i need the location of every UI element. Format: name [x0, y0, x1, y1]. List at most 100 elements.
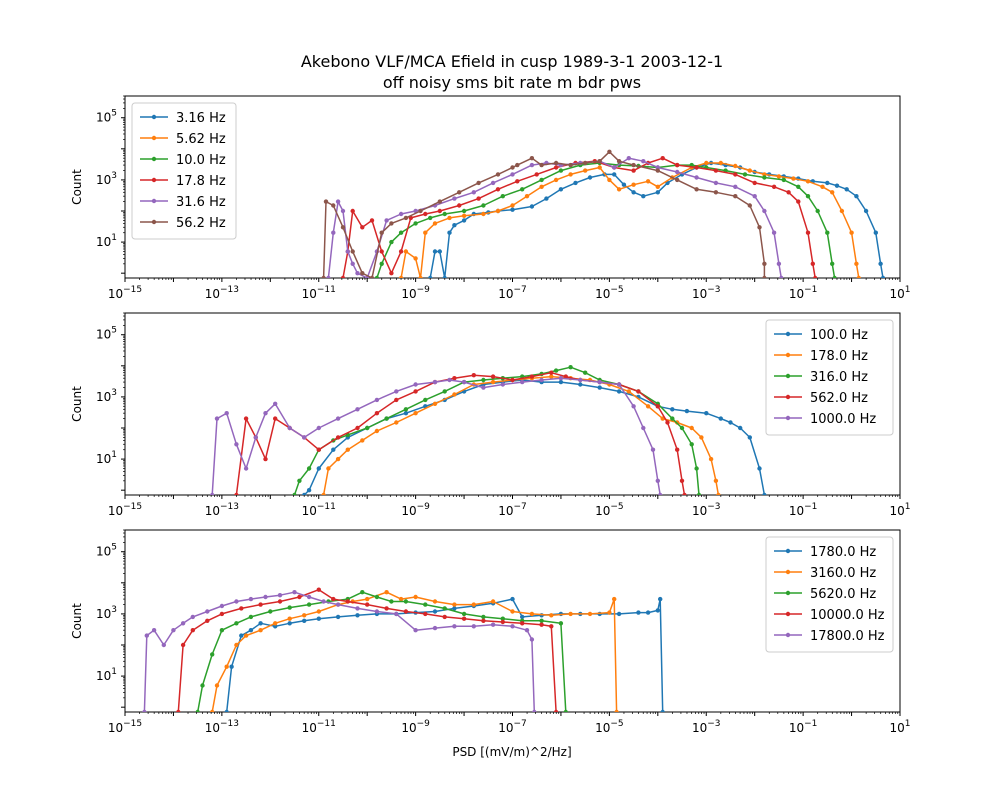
data-point	[510, 624, 515, 629]
y-tick-label: 101	[96, 450, 117, 466]
legend-box	[131, 102, 237, 240]
data-point	[747, 203, 752, 208]
data-point	[306, 602, 312, 607]
legend-label: 56.2 Hz	[176, 216, 226, 231]
data-point	[316, 609, 321, 614]
data-point	[612, 172, 617, 177]
data-point	[558, 187, 564, 192]
data-point	[248, 628, 254, 633]
y-axis-label: Count	[70, 169, 84, 205]
data-point	[825, 230, 830, 235]
data-point	[532, 709, 537, 712]
x-tick-label: 10−15	[108, 285, 142, 301]
data-point	[326, 466, 331, 471]
data-point	[360, 271, 365, 276]
x-tick-label: 10−7	[498, 502, 527, 518]
data-point	[481, 614, 486, 620]
data-point	[539, 618, 544, 623]
data-point	[796, 184, 801, 189]
x-tick-label: 10−11	[302, 719, 336, 735]
data-point	[616, 382, 622, 387]
data-point	[287, 621, 292, 626]
series-line	[376, 162, 836, 278]
data-point	[510, 165, 515, 170]
x-axis-label: PSD [(mV/m)^2/Hz]	[452, 745, 571, 759]
data-point	[234, 621, 239, 626]
data-point	[200, 683, 205, 688]
data-point	[529, 374, 535, 379]
series-line	[322, 151, 766, 278]
data-point	[316, 616, 321, 621]
data-point	[834, 183, 840, 188]
data-point	[219, 611, 225, 617]
data-point	[335, 435, 341, 440]
data-point	[180, 621, 186, 626]
data-point	[423, 397, 428, 403]
data-point	[553, 368, 559, 373]
data-point	[355, 271, 360, 276]
data-point	[515, 179, 520, 184]
data-point	[631, 162, 636, 168]
x-tick-label: 10−11	[302, 285, 336, 301]
data-point	[655, 190, 660, 195]
series-5-62-hz	[398, 160, 861, 278]
data-point	[616, 389, 622, 394]
data-point	[510, 203, 515, 208]
data-point	[248, 614, 254, 620]
data-point	[684, 408, 690, 414]
x-tick-label: 10−1	[789, 285, 818, 301]
data-point	[176, 709, 181, 712]
data-point	[510, 596, 515, 602]
data-point	[210, 709, 215, 712]
data-point	[273, 621, 278, 626]
series-line	[293, 366, 700, 495]
data-point	[796, 199, 801, 204]
legend-swatch-marker	[151, 177, 157, 183]
data-point	[355, 407, 360, 412]
data-point	[616, 159, 622, 164]
data-point	[636, 610, 641, 615]
data-point	[418, 275, 423, 278]
data-point	[345, 599, 350, 604]
data-point	[413, 389, 418, 394]
data-point	[495, 172, 501, 177]
x-tick-label: 101	[889, 719, 910, 735]
legend-label: 178.0 Hz	[810, 349, 868, 364]
data-point	[437, 208, 442, 214]
data-point	[365, 596, 370, 602]
data-point	[733, 172, 738, 177]
legend-label: 17.8 Hz	[176, 174, 226, 189]
data-point	[510, 609, 515, 614]
data-point	[316, 425, 321, 431]
data-point	[549, 624, 554, 629]
data-point	[219, 628, 225, 633]
data-point	[447, 377, 452, 383]
data-point	[394, 420, 399, 425]
legend: 3.16 Hz 5.62 Hz 10.0 Hz 17.8 Hz 31.6 Hz 56.2 …	[131, 102, 237, 240]
data-point	[394, 611, 399, 617]
data-point	[689, 425, 694, 431]
data-point	[762, 492, 767, 495]
data-point	[655, 478, 660, 483]
data-point	[481, 618, 486, 623]
legend-label: 10.0 Hz	[176, 153, 226, 168]
data-point	[403, 599, 409, 604]
data-point	[403, 411, 409, 416]
data-point	[403, 249, 409, 254]
data-point	[539, 377, 544, 383]
data-point	[830, 190, 835, 195]
data-point	[481, 211, 486, 217]
data-point	[650, 447, 656, 452]
x-tick-label: 10−13	[205, 502, 239, 518]
data-point	[461, 213, 467, 218]
data-point	[331, 230, 336, 235]
data-point	[776, 174, 782, 179]
data-point	[360, 225, 365, 230]
data-point	[645, 404, 651, 409]
legend-swatch-marker	[785, 632, 791, 638]
data-point	[403, 215, 409, 221]
series-5620-0-hz	[195, 590, 568, 712]
data-point	[689, 442, 694, 447]
data-point	[631, 190, 636, 195]
data-point	[384, 416, 389, 421]
